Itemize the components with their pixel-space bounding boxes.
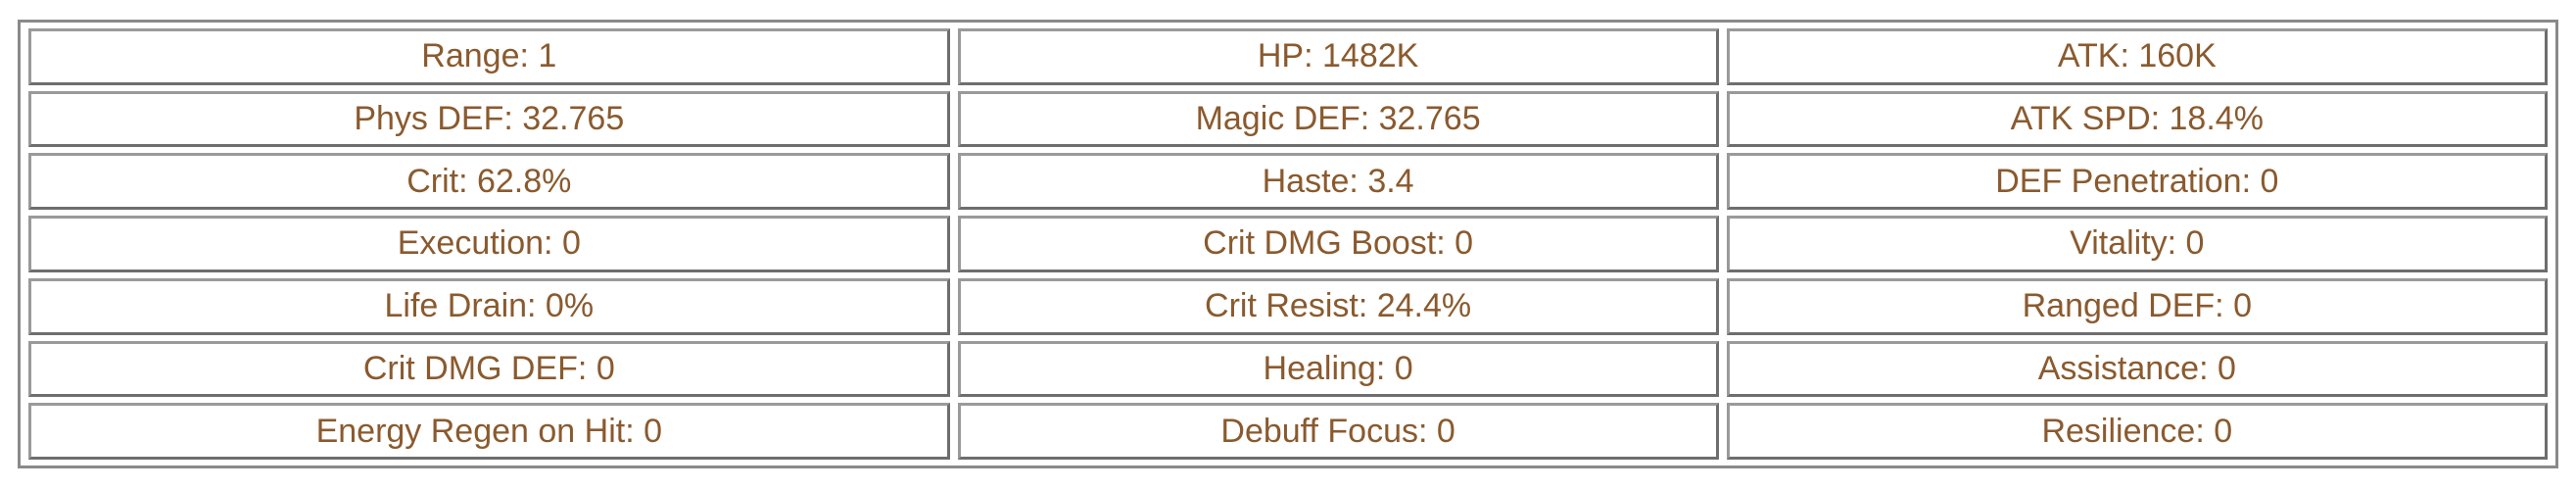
stat-cell: Execution: 0 bbox=[28, 216, 950, 272]
stat-cell: Ranged DEF: 0 bbox=[1726, 277, 2548, 335]
stats-row: Crit DMG DEF: 0 Healing: 0 Assistance: 0 bbox=[28, 340, 2548, 398]
stat-cell: Vitality: 0 bbox=[1726, 216, 2548, 272]
stat-cell: Haste: 3.4 bbox=[957, 153, 1719, 211]
stats-row: Range: 1 HP: 1482K ATK: 160K bbox=[28, 28, 2548, 85]
stat-cell: Crit DMG Boost: 0 bbox=[957, 216, 1719, 272]
stats-row: Crit: 62.8% Haste: 3.4 DEF Penetration: 0 bbox=[28, 153, 2548, 211]
stats-table-body: Range: 1 HP: 1482K ATK: 160K Phys DEF: 32.7… bbox=[28, 28, 2548, 460]
stat-cell: DEF Penetration: 0 bbox=[1726, 153, 2548, 211]
stats-row: Energy Regen on Hit: 0 Debuff Focus: 0 Res… bbox=[28, 403, 2548, 460]
stat-cell: Crit Resist: 24.4% bbox=[957, 277, 1719, 335]
stat-cell: Energy Regen on Hit: 0 bbox=[28, 403, 950, 460]
stats-row: Phys DEF: 32.765 Magic DEF: 32.765 ATK SPD… bbox=[28, 90, 2548, 148]
stats-row: Execution: 0 Crit DMG Boost: 0 Vitality: 0 bbox=[28, 216, 2548, 272]
stats-row: Life Drain: 0% Crit Resist: 24.4% Ranged D… bbox=[28, 277, 2548, 335]
stat-cell: Range: 1 bbox=[28, 28, 950, 85]
stat-cell: ATK: 160K bbox=[1726, 28, 2548, 85]
stat-cell: Healing: 0 bbox=[957, 340, 1719, 398]
stat-cell: Phys DEF: 32.765 bbox=[28, 90, 950, 148]
stat-cell: Life Drain: 0% bbox=[28, 277, 950, 335]
stat-cell: Resilience: 0 bbox=[1726, 403, 2548, 460]
stat-cell: HP: 1482K bbox=[957, 28, 1719, 85]
stat-cell: Crit DMG DEF: 0 bbox=[28, 340, 950, 398]
stat-cell: ATK SPD: 18.4% bbox=[1726, 90, 2548, 148]
stats-table: Range: 1 HP: 1482K ATK: 160K Phys DEF: 32.7… bbox=[18, 20, 2558, 468]
stat-cell: Crit: 62.8% bbox=[28, 153, 950, 211]
stat-cell: Debuff Focus: 0 bbox=[957, 403, 1719, 460]
stat-cell: Assistance: 0 bbox=[1726, 340, 2548, 398]
stat-cell: Magic DEF: 32.765 bbox=[957, 90, 1719, 148]
